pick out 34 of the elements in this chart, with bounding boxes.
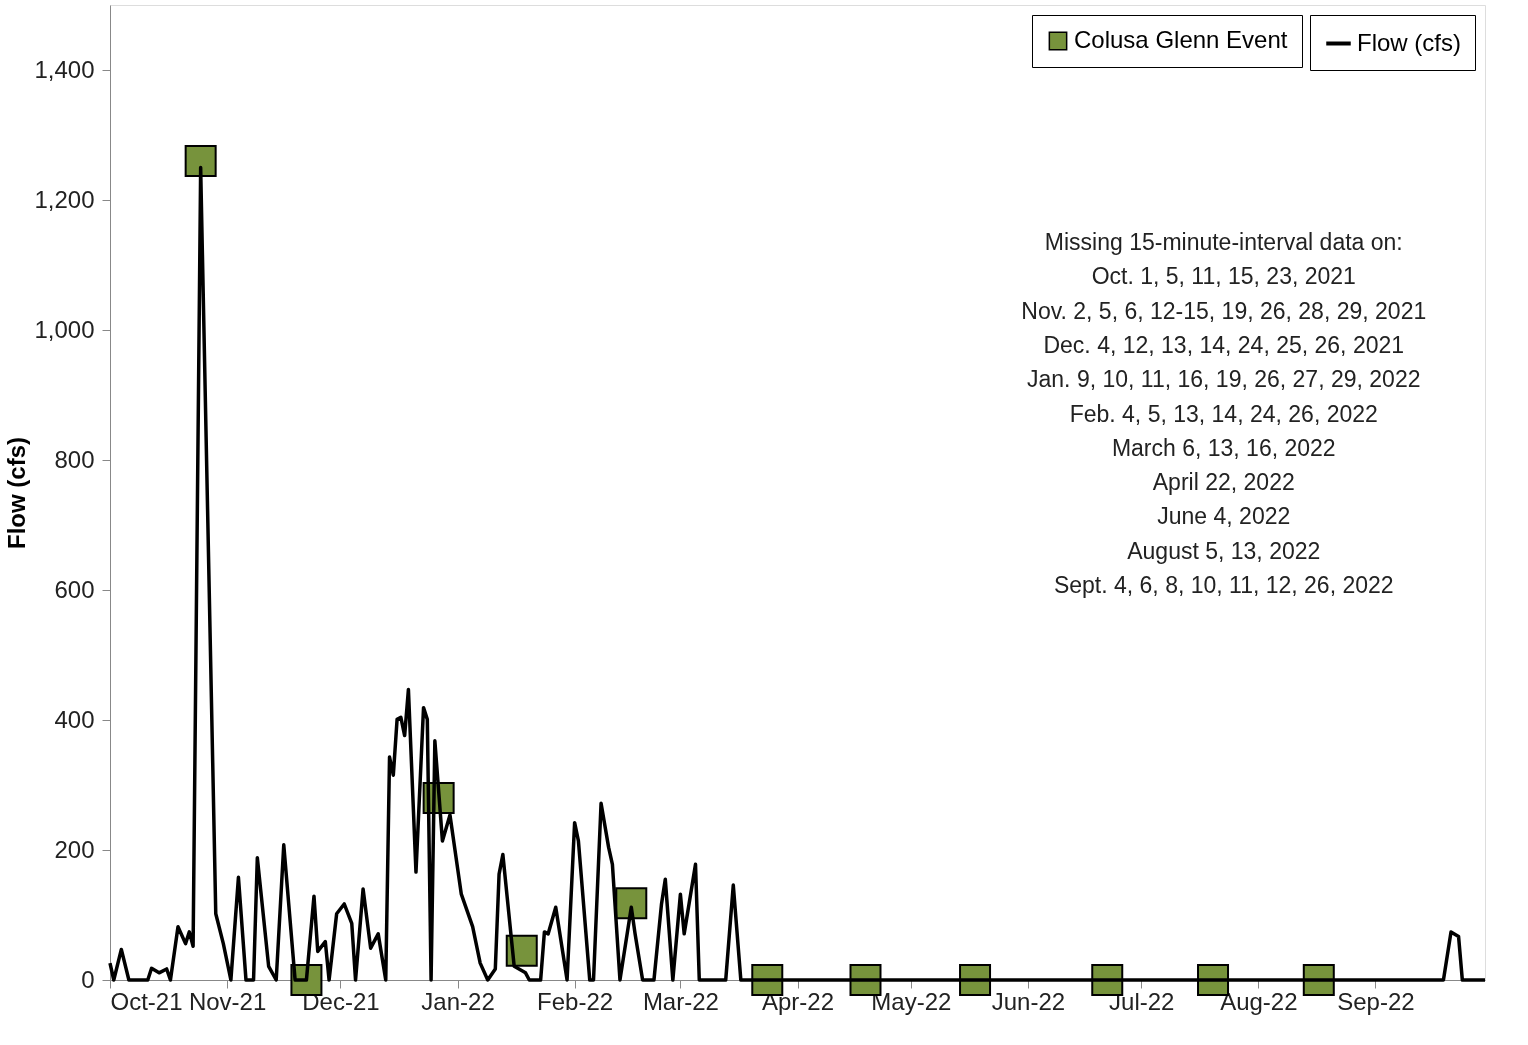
y-tick-label: 1,200: [34, 185, 95, 213]
x-tick-label: Mar-22: [642, 987, 719, 1015]
y-axis-title: Flow (cfs): [3, 437, 31, 549]
legend-label: Flow (cfs): [1357, 28, 1461, 56]
annotation: June 4, 2022: [1157, 503, 1291, 530]
annotation: March 6, 13, 16, 2022: [1111, 434, 1336, 461]
x-tick-label: Nov-21: [188, 987, 267, 1015]
annotation: Feb. 4, 5, 13, 14, 24, 26, 2022: [1069, 400, 1378, 427]
x-tick-label: Feb-22: [537, 987, 614, 1015]
annotation: Dec. 4, 12, 13, 14, 24, 25, 26, 2021: [1043, 331, 1405, 358]
annotation: Nov. 2, 5, 6, 12-15, 19, 26, 28, 29, 2021: [1021, 297, 1427, 324]
x-tick-label: May-22: [871, 987, 952, 1015]
y-tick-label: 600: [54, 575, 95, 603]
y-tick-label: 800: [54, 445, 95, 473]
annotation: Oct. 1, 5, 11, 15, 23, 2021: [1091, 263, 1356, 290]
annotation: Missing 15-minute-interval data on:: [1044, 229, 1403, 255]
x-tick-label: Oct-21: [110, 987, 183, 1015]
point: [184, 145, 217, 177]
y-tick-label: 0: [81, 965, 95, 993]
x-tick-label: Jan-22: [421, 987, 495, 1015]
annotation: April 22, 2022: [1152, 469, 1295, 496]
legend-label: Colusa Glenn Event: [1074, 26, 1288, 53]
x-tick-label: Jul-22: [1109, 987, 1175, 1015]
annotation: Sept. 4, 6, 8, 10, 11, 12, 26, 2022: [1053, 572, 1394, 598]
y-tick-label: 1,400: [34, 55, 95, 83]
x-tick-label: Apr-22: [761, 987, 835, 1015]
x-tick-label: Jun-22: [991, 987, 1066, 1015]
x-tick-label: Sep-22: [1337, 987, 1415, 1015]
y-tick-label: 400: [54, 705, 95, 733]
annotation: August 5, 13, 2022: [1127, 537, 1321, 564]
y-tick-label: 200: [54, 835, 95, 863]
x-tick-label: Aug-22: [1220, 987, 1298, 1015]
annotation: Jan. 9, 10, 11, 16, 19, 26, 27, 29, 2022: [1027, 366, 1421, 393]
y-tick-label: 1,000: [34, 315, 95, 343]
